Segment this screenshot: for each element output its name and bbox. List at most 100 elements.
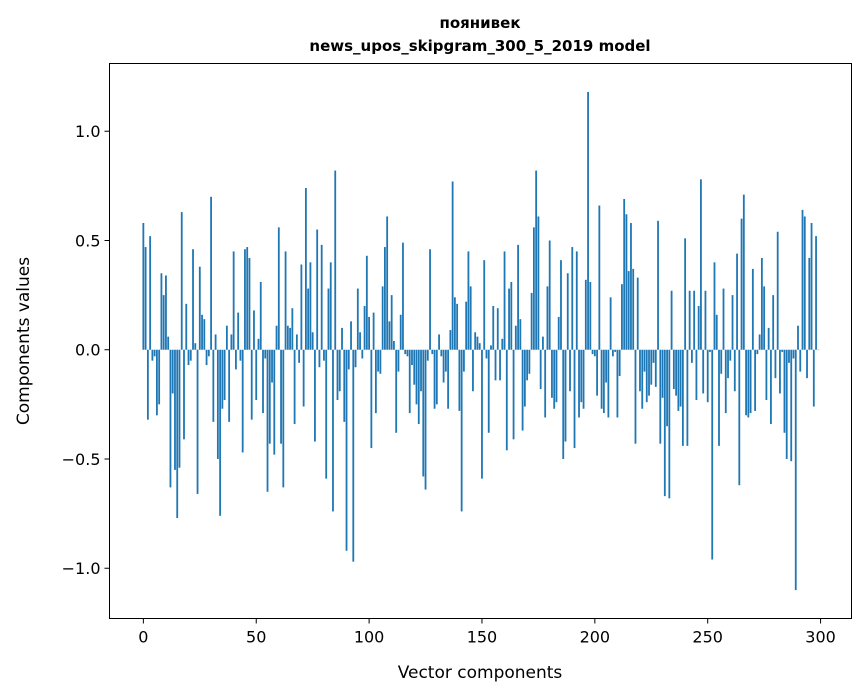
bar-39 — [230, 334, 232, 349]
y-axis-label: Components values — [14, 257, 34, 425]
bar-148 — [477, 337, 479, 350]
bar-227 — [655, 350, 657, 387]
bar-234 — [671, 291, 673, 350]
bar-132 — [440, 350, 442, 357]
bar-258 — [725, 350, 727, 413]
bar-241 — [686, 350, 688, 446]
bar-215 — [628, 271, 630, 350]
bar-206 — [607, 350, 609, 418]
bar-193 — [578, 350, 580, 418]
bar-68 — [296, 334, 298, 349]
bar-23 — [194, 343, 196, 350]
bar-100 — [368, 317, 370, 350]
bar-126 — [427, 350, 429, 361]
bar-198 — [589, 282, 591, 350]
bar-152 — [486, 350, 488, 359]
bar-187 — [565, 350, 567, 442]
bar-43 — [240, 350, 242, 361]
bar-150 — [481, 350, 483, 479]
bar-244 — [693, 291, 695, 350]
bar-133 — [443, 350, 445, 383]
bar-104 — [377, 350, 379, 372]
bar-230 — [662, 350, 664, 398]
bar-237 — [677, 350, 679, 411]
bar-247 — [700, 179, 702, 349]
bar-13 — [172, 350, 174, 394]
bar-2 — [147, 350, 149, 420]
bar-99 — [366, 256, 368, 350]
bar-64 — [287, 326, 289, 350]
bar-95 — [357, 289, 359, 350]
bar-281 — [777, 232, 779, 350]
bar-289 — [795, 350, 797, 590]
bar-75 — [312, 332, 314, 349]
bar-201 — [596, 350, 598, 396]
bar-255 — [718, 350, 720, 446]
bar-110 — [391, 295, 393, 350]
bar-223 — [646, 350, 648, 402]
bar-167 — [519, 319, 521, 350]
bar-69 — [298, 350, 300, 363]
bar-85 — [334, 171, 336, 350]
bar-277 — [768, 328, 770, 350]
bar-236 — [675, 350, 677, 396]
bar-52 — [260, 282, 262, 350]
bar-145 — [470, 286, 472, 349]
bar-200 — [594, 350, 596, 357]
bar-160 — [504, 251, 506, 349]
bar-97 — [361, 350, 363, 359]
bar-56 — [269, 350, 271, 444]
bar-18 — [183, 350, 185, 440]
chart-title-line-1: поянивек — [439, 14, 520, 32]
bar-6 — [156, 350, 158, 416]
bar-229 — [659, 350, 661, 444]
bar-199 — [592, 350, 594, 354]
bar-83 — [330, 262, 332, 349]
bar-90 — [346, 350, 348, 551]
y-axis-ticks: −1.0−0.50.00.51.0 — [62, 122, 110, 578]
bar-38 — [228, 350, 230, 422]
bar-245 — [696, 350, 698, 400]
bar-194 — [580, 350, 582, 402]
x-tick-label: 50 — [246, 628, 266, 647]
bar-26 — [201, 315, 203, 350]
bar-262 — [734, 350, 736, 392]
bar-70 — [300, 265, 302, 350]
bar-47 — [249, 258, 251, 350]
bar-119 — [411, 350, 413, 365]
bar-263 — [736, 254, 738, 350]
x-tick-label: 150 — [467, 628, 498, 647]
y-tick-label: 0.5 — [75, 231, 100, 250]
bar-1 — [145, 247, 147, 350]
bar-108 — [386, 216, 388, 349]
bar-166 — [517, 245, 519, 350]
bar-261 — [732, 295, 734, 350]
bar-142 — [463, 350, 465, 372]
bar-127 — [429, 249, 431, 350]
bar-135 — [447, 350, 449, 409]
bar-291 — [799, 350, 801, 372]
bar-212 — [621, 284, 623, 350]
bar-282 — [779, 350, 781, 394]
bar-130 — [436, 350, 438, 405]
bar-82 — [328, 289, 330, 350]
bar-232 — [666, 350, 668, 426]
bar-46 — [246, 247, 248, 350]
bar-33 — [217, 350, 219, 459]
bar-202 — [598, 206, 600, 350]
bar-15 — [176, 350, 178, 518]
bar-222 — [644, 350, 646, 372]
bar-72 — [305, 188, 307, 350]
bar-157 — [497, 308, 499, 350]
bar-268 — [747, 350, 749, 418]
bar-149 — [479, 343, 481, 350]
bar-214 — [626, 214, 628, 349]
bar-191 — [574, 350, 576, 448]
bar-106 — [382, 286, 384, 349]
bar-139 — [456, 304, 458, 350]
bar-231 — [664, 350, 666, 496]
x-tick-label: 300 — [805, 628, 836, 647]
bar-254 — [716, 315, 718, 350]
bar-204 — [603, 350, 605, 413]
bar-182 — [553, 350, 555, 409]
